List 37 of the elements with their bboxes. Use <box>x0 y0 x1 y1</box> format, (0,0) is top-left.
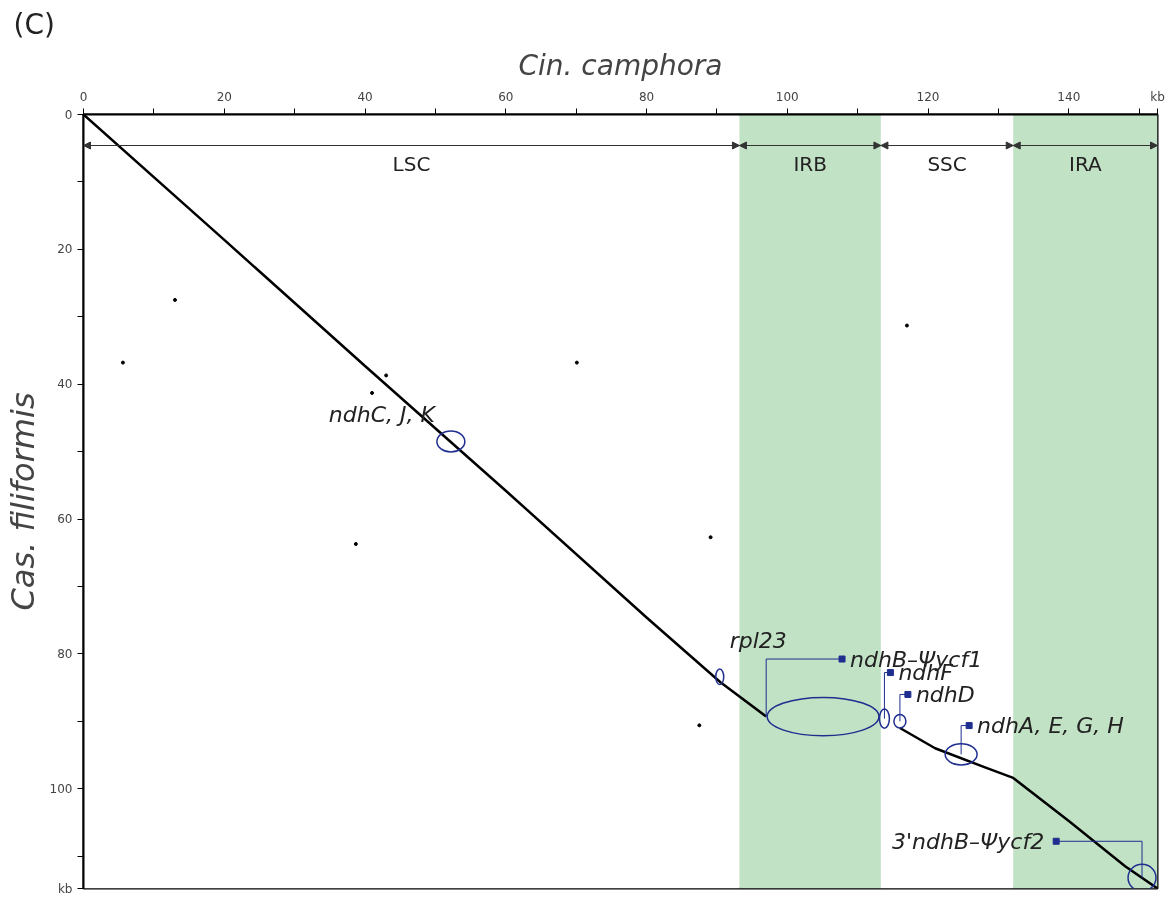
point <box>172 297 177 302</box>
y-tick-label: kb <box>57 881 73 896</box>
annotation: 3'ndhB–Ψycf2 <box>892 828 1045 854</box>
y-tick-label: 40 <box>57 377 73 392</box>
band-label: IRB <box>793 152 827 177</box>
point <box>120 360 125 365</box>
annotation: ndhD <box>915 681 975 707</box>
point <box>384 373 389 378</box>
x-tick-label: kb <box>1150 89 1165 104</box>
annotation: ndhC, J, K <box>328 402 437 428</box>
annotation: ndhA, E, G, H <box>977 713 1124 739</box>
point <box>697 723 702 728</box>
x-tick-label: 60 <box>498 89 514 104</box>
band-label: LSC <box>392 152 431 177</box>
text: (C) <box>13 7 55 41</box>
x-tick-label: 120 <box>916 89 940 104</box>
band-label: SSC <box>927 152 967 177</box>
x-tick-label: 20 <box>216 89 232 104</box>
y-tick-label: 80 <box>57 646 73 661</box>
y-tick-label: 100 <box>49 781 73 796</box>
y-tick-label: 20 <box>57 242 73 257</box>
point <box>353 541 358 546</box>
x-tick-label: 140 <box>1057 89 1081 104</box>
annotation: rpl23 <box>729 627 787 653</box>
band-label: IRA <box>1069 152 1103 177</box>
x-tick-label: 100 <box>775 89 799 104</box>
x-axis-title: Cin. camphora <box>518 48 723 82</box>
point <box>708 535 713 540</box>
x-tick-label: 40 <box>357 89 373 104</box>
point <box>904 323 909 328</box>
point <box>574 360 579 365</box>
x-tick-label: 80 <box>638 89 655 104</box>
y-tick-label: 0 <box>64 107 73 122</box>
y-axis-title: Cas. filiformis <box>3 392 42 611</box>
y-tick-label: 60 <box>57 512 73 527</box>
x-tick-label: 0 <box>79 89 88 104</box>
point <box>370 390 375 395</box>
